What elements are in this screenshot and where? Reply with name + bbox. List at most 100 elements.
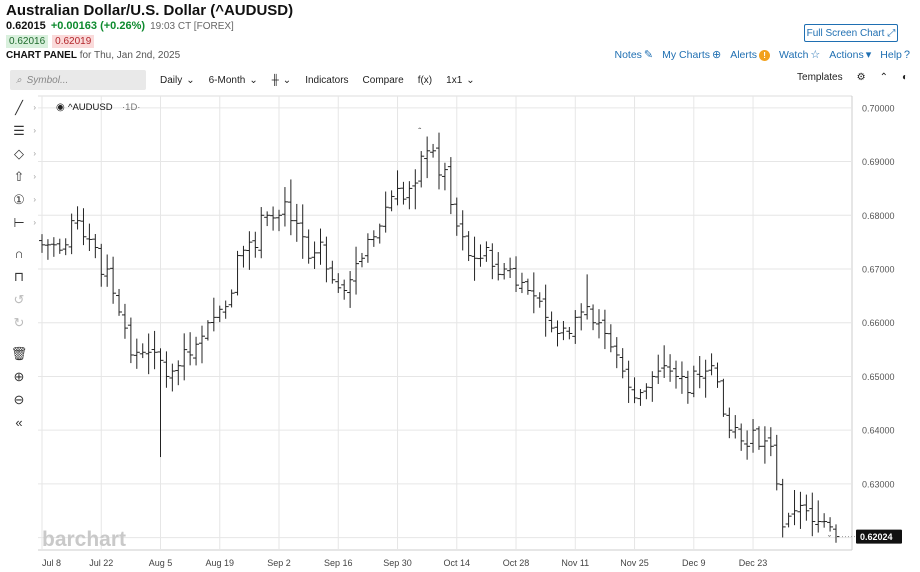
bid-price: 0.62016 [6,35,49,48]
alerts-label: Alerts [730,48,758,61]
number-icon[interactable]: ① › [13,191,36,207]
plus-circle-icon: ⊕ [711,49,722,61]
eye-icon: ◉ [56,102,65,113]
indicators-button[interactable]: Indicators [305,75,348,86]
last-price: 0.62015 [6,20,46,32]
watermark-text: barchart [42,528,126,551]
line-draw-icon[interactable]: ╱ › [15,99,36,115]
redo-icon[interactable]: ↻ [13,314,25,330]
x-tick-label: Aug 19 [205,558,234,568]
expand-icon: ⤢ [887,27,896,39]
chart-toolbar: ⌕ Symbol... Daily ⌄ 6-Month ⌄ ╫ ⌄ Indicator… [0,68,920,92]
x-tick-label: Aug 5 [149,558,173,568]
help-link[interactable]: Help? [880,49,910,61]
x-tick-label: Oct 28 [503,558,530,568]
collapse-up-icon[interactable]: ⌃ [879,72,888,83]
x-tick-label: Dec 23 [739,558,768,568]
quote-line: 0.62015 +0.00163 (+0.26%) 19:03 CT [FORE… [6,20,234,32]
collapse-icon[interactable]: « [15,415,23,430]
search-icon: ⌕ [16,74,22,86]
y-tick-label: 0.65000 [862,372,895,382]
y-tick-label: 0.64000 [862,426,895,436]
x-tick-label: Nov 25 [620,558,649,568]
gear-icon[interactable]: ⚙ [856,72,866,83]
toolbar-right: Templates ⚙ ⌃ ◐ [797,72,908,83]
y-tick-label: 0.66000 [862,318,895,328]
my-charts-link[interactable]: My Charts ⊕ [662,48,721,61]
low-marker-icon: ˇ [828,534,831,544]
symbol-label: ^AUDUSD [68,102,113,113]
last-price-tag [856,529,902,544]
x-tick-label: Sep 16 [324,558,353,568]
shape-icon[interactable]: ◇ › [14,145,36,161]
y-tick-label: 0.67000 [862,265,895,275]
y-tick-label: 0.68000 [862,211,895,221]
caret-down-icon: ▾ [865,49,872,61]
full-screen-label: Full Screen Chart [806,27,885,39]
high-marker-icon: ˆ [418,127,421,137]
notes-label: Notes [614,49,642,61]
compare-button[interactable]: Compare [363,75,404,86]
x-tick-label: Jul 22 [89,558,113,568]
layout-dropdown[interactable]: 1x1 ⌄ [446,75,475,86]
x-tick-label: Oct 14 [444,558,471,568]
indicators-label: Indicators [305,74,349,86]
tool-chevron-icon: › [33,149,36,158]
bid-ask: 0.62016 0.62019 [6,35,95,48]
trash-icon[interactable]: 🗑 [10,345,28,361]
y-tick-label: 0.69000 [862,157,895,167]
tool-chevron-icon: › [33,218,36,227]
symbol-search-input[interactable]: ⌕ Symbol... [10,70,146,90]
y-tick-label: 0.63000 [862,479,895,489]
x-tick-label: Dec 9 [682,558,706,568]
last-price-label: 0.62024 [860,532,893,542]
magnet-icon[interactable]: ∩ [14,246,24,261]
layout-label: 1x1 [446,74,463,86]
compare-label: Compare [362,74,404,86]
chart-panel-label: CHART PANEL for Thu, Jan 2nd, 2025 [6,50,180,61]
undo-icon[interactable]: ↺ [13,291,25,307]
tool-chevron-icon: › [33,172,36,181]
interval-label: ·1D· [122,102,140,113]
templates-button[interactable]: Templates [797,72,843,83]
chevron-down-icon: ⌄ [466,74,475,86]
alert-icon: ! [759,49,771,61]
actions-menu[interactable]: Actions ▾ [829,48,871,61]
my-charts-label: My Charts [662,49,710,61]
edit-icon: ✎ [643,49,654,61]
watch-label: Watch [779,49,809,61]
arrow-up-icon[interactable]: ⇧ › [13,168,36,184]
measure-icon[interactable]: ⊢ › [13,214,36,230]
tool-chevron-icon: › [33,126,36,135]
panel-date: for Thu, Jan 2nd, 2025 [79,50,181,61]
tool-chevron-icon: › [33,195,36,204]
y-tick-label: 0.70000 [862,103,895,113]
range-dropdown[interactable]: 6-Month ⌄ [209,75,258,86]
x-tick-label: Sep 30 [383,558,412,568]
alerts-link[interactable]: Alerts! [730,48,771,61]
full-screen-chart-button[interactable]: Full Screen Chart ⤢ [804,24,898,42]
x-tick-label: Jul 8 [42,558,61,568]
help-icon: ? [903,48,910,61]
instrument-title: Australian Dollar/U.S. Dollar (^AUDUSD) [6,2,294,19]
chevron-down-icon: ⌄ [249,74,258,86]
watch-link[interactable]: Watch ☆ [779,48,820,61]
panel-label: CHART PANEL [6,50,77,61]
zoom-in-icon[interactable]: ⊕ [13,368,25,384]
interval-dropdown[interactable]: Daily ⌄ [160,75,195,86]
chevron-down-icon: ⌄ [282,74,292,86]
ohlc-bars-icon: ╫ [271,74,279,86]
ask-price: 0.62019 [52,35,95,48]
symbol-placeholder: Symbol... [26,74,69,86]
fx-button[interactable]: f(x) [418,75,432,86]
range-label: 6-Month [208,74,246,86]
zoom-out-icon[interactable]: ⊖ [13,391,25,407]
bar-type-dropdown[interactable]: ╫ ⌄ [272,75,291,86]
fib-icon[interactable]: ☰ › [13,122,36,138]
theme-toggle-icon[interactable]: ◐ [901,72,908,83]
notes-link[interactable]: Notes ✎ [614,48,653,61]
fx-label: f(x) [417,74,433,86]
chevron-down-icon: ⌄ [186,74,195,86]
lock-icon[interactable]: ⊓ [13,268,25,284]
star-icon: ☆ [810,49,821,61]
